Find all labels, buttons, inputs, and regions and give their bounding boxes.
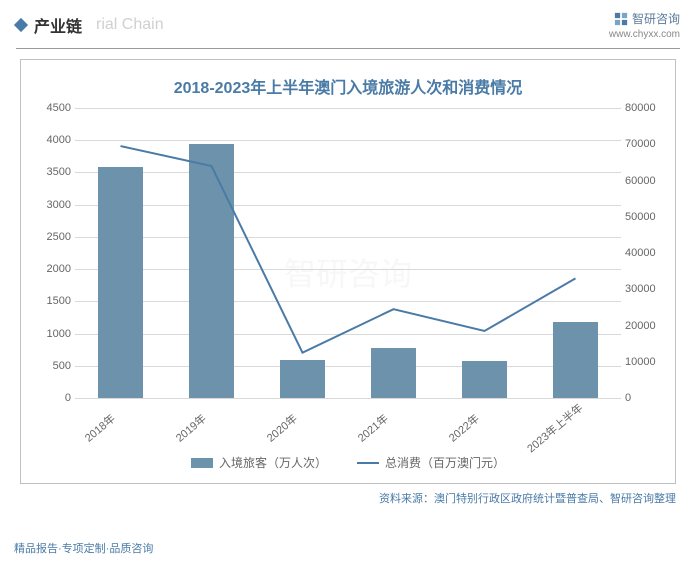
y-axis-right: 0100002000030000400005000060000700008000… bbox=[625, 108, 669, 398]
y-right-tick: 10000 bbox=[625, 356, 669, 368]
x-axis-labels: 2018年2019年2020年2021年2022年2023年上半年 bbox=[75, 404, 621, 464]
x-label: 2021年 bbox=[333, 393, 441, 497]
brand-name: 智研咨询 bbox=[632, 10, 680, 27]
y-right-tick: 0 bbox=[625, 392, 669, 404]
header-divider bbox=[16, 48, 680, 49]
y-left-tick: 4500 bbox=[33, 102, 71, 114]
section-subtitle: rial Chain bbox=[96, 16, 164, 34]
y-right-tick: 50000 bbox=[625, 211, 669, 223]
chart-container: 智研咨询 2018-2023年上半年澳门入境旅游人次和消费情况 05001000… bbox=[20, 59, 676, 484]
y-axis-left: 050010001500200025003000350040004500 bbox=[33, 108, 71, 398]
y-right-tick: 30000 bbox=[625, 283, 669, 295]
y-right-tick: 20000 bbox=[625, 320, 669, 332]
x-label: 2018年 bbox=[60, 393, 168, 497]
x-label: 2020年 bbox=[242, 393, 350, 497]
x-label: 2022年 bbox=[424, 393, 532, 497]
diamond-icon bbox=[14, 18, 28, 32]
y-right-tick: 60000 bbox=[625, 175, 669, 187]
chart-title: 2018-2023年上半年澳门入境旅游人次和消费情况 bbox=[29, 74, 667, 98]
y-left-tick: 4000 bbox=[33, 134, 71, 146]
y-right-tick: 40000 bbox=[625, 247, 669, 259]
brand-url: www.chyxx.com bbox=[609, 29, 680, 40]
plot-area: 050010001500200025003000350040004500 010… bbox=[75, 108, 621, 398]
line-series bbox=[75, 108, 621, 398]
y-left-tick: 500 bbox=[33, 360, 71, 372]
y-right-tick: 80000 bbox=[625, 102, 669, 114]
y-left-tick: 2500 bbox=[33, 231, 71, 243]
y-right-tick: 70000 bbox=[625, 138, 669, 150]
x-label: 2019年 bbox=[151, 393, 259, 497]
y-left-tick: 3000 bbox=[33, 199, 71, 211]
y-left-tick: 0 bbox=[33, 392, 71, 404]
footer-text: 精品报告·专项定制·品质咨询 bbox=[14, 540, 153, 556]
y-left-tick: 1000 bbox=[33, 328, 71, 340]
y-left-tick: 3500 bbox=[33, 166, 71, 178]
brand-logo-icon bbox=[614, 12, 628, 26]
y-left-tick: 2000 bbox=[33, 263, 71, 275]
section-title: 产业链 bbox=[34, 13, 82, 37]
y-left-tick: 1500 bbox=[33, 295, 71, 307]
x-label: 2023年上半年 bbox=[515, 393, 623, 497]
